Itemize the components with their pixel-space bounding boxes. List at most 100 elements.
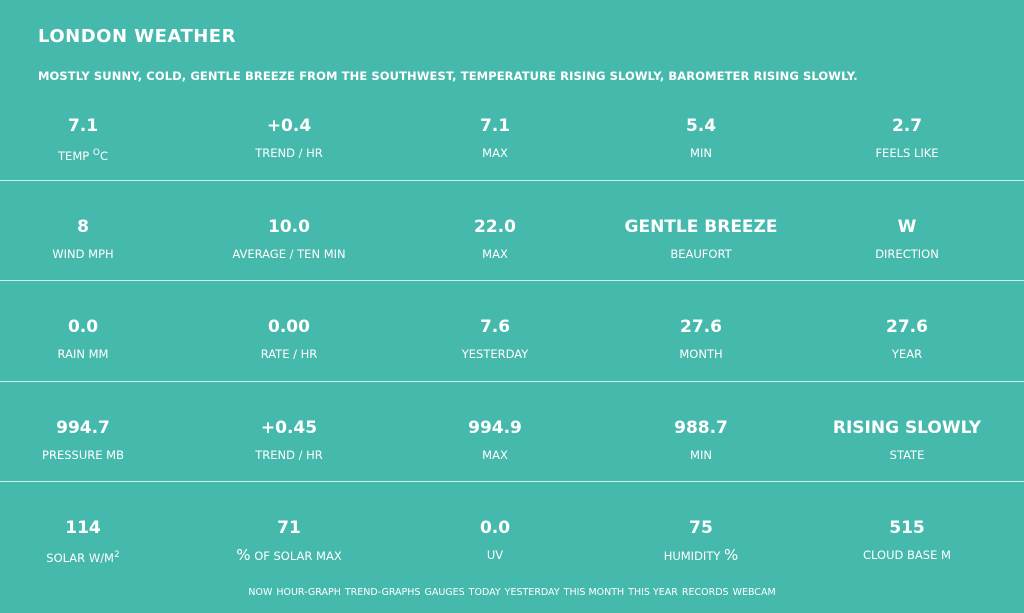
reading-cell: 10.0 AVERAGE / TEN MIN [189, 181, 389, 281]
nav-link-hour-graph[interactable]: HOUR-GRAPH [276, 587, 341, 598]
label-text: OF SOLAR MAX [254, 549, 342, 563]
reading-label: HUMIDITY % [601, 546, 801, 564]
nav-link-webcam[interactable]: WEBCAM [732, 587, 776, 598]
reading-label: DIRECTION [807, 247, 1007, 261]
reading-label: TREND / HR [189, 146, 389, 160]
label-text: RATE / HR [260, 347, 318, 361]
label-suffix: % [724, 546, 739, 564]
reading-cell: +0.4 TREND / HR [189, 80, 389, 180]
reading-value: 5.4 [685, 116, 717, 136]
label-text: TREND / HR [255, 146, 323, 160]
nav-link-today[interactable]: TODAY [468, 587, 501, 598]
reading-label: BEAUFORT [601, 247, 801, 261]
reading-cell: W DIRECTION [807, 181, 1007, 281]
reading-value: 22.0 [474, 216, 516, 237]
reading-value: 27.6 [680, 317, 722, 337]
page-title: LONDON WEATHER [38, 26, 236, 47]
reading-label: RAIN MM [0, 347, 183, 361]
label-text: STATE [889, 447, 925, 462]
reading-label: RATE / HR [189, 347, 389, 361]
nav-link-yesterday[interactable]: YESTERDAY [504, 587, 560, 598]
reading-value: 7.6 [479, 317, 511, 337]
reading-cell: 7.1 TEMP OC [0, 80, 183, 180]
reading-value: 7.1 [479, 116, 511, 136]
reading-value: 8 [77, 216, 89, 237]
reading-label: MIN [601, 448, 801, 462]
label-text: MAX [482, 447, 508, 462]
reading-label: SOLAR W/M2 [0, 548, 183, 565]
label-text: TREND / HR [255, 447, 323, 462]
reading-cell: 994.9 MAX [395, 382, 595, 482]
label-text: MAX [482, 146, 508, 160]
label-superscript: O [92, 148, 100, 158]
reading-cell: 0.0 RAIN MM [0, 281, 183, 381]
reading-cell: 7.1 MAX [395, 80, 595, 180]
weather-grid: 7.1 TEMP OC +0.4 TREND / HR 7.1 MAX 5.4 MIN 2.7 F… [0, 80, 1024, 582]
reading-label: % OF SOLAR MAX [189, 546, 389, 564]
reading-cell: 27.6 YEAR [807, 281, 1007, 381]
label-text: MIN [690, 146, 712, 160]
reading-label: MONTH [601, 347, 801, 361]
label-text: HUMIDITY [663, 549, 721, 563]
label-text: YESTERDAY [461, 347, 529, 361]
reading-cell: 994.7 PRESSURE MB [0, 382, 183, 482]
reading-label: FEELS LIKE [807, 146, 1007, 160]
label-text: AVERAGE / TEN MIN [232, 246, 346, 261]
reading-label: PRESSURE MB [0, 448, 183, 462]
solar-row: 114 SOLAR W/M2 71% OF SOLAR MAX 0.0 UV 75 HUMI… [0, 482, 1024, 582]
reading-value: +0.45 [260, 417, 318, 438]
reading-cell: 7.6 YESTERDAY [395, 281, 595, 381]
reading-cell: 114 SOLAR W/M2 [0, 482, 183, 582]
nav-link-now[interactable]: NOW [248, 587, 273, 598]
nav-link-records[interactable]: RECORDS [681, 587, 729, 598]
reading-value: +0.4 [266, 116, 312, 136]
reading-label: YEAR [807, 347, 1007, 361]
reading-value: 0.0 [479, 518, 511, 538]
label-superscript: 2 [113, 550, 120, 560]
wind-row: 8 WIND MPH 10.0 AVERAGE / TEN MIN 22.0 MAX GEN… [0, 181, 1024, 281]
reading-label: MAX [395, 448, 595, 462]
reading-value: 114 [65, 518, 101, 538]
reading-label: WIND MPH [0, 247, 183, 261]
label-text: DIRECTION [875, 246, 939, 261]
reading-label: MIN [601, 146, 801, 160]
rain-row: 0.0 RAIN MM 0.00 RATE / HR 7.6 YESTERDAY 27.6 M… [0, 281, 1024, 382]
reading-cell: 22.0 MAX [395, 181, 595, 281]
label-text: TEMP [58, 149, 90, 163]
reading-cell: GENTLE BREEZE BEAUFORT [601, 181, 801, 281]
reading-value: W [897, 216, 917, 237]
reading-value: 75 [689, 518, 713, 538]
reading-value: 71 [277, 518, 301, 538]
reading-value: 988.7 [674, 417, 728, 438]
label-text: MIN [690, 447, 712, 462]
label-text: BEAUFORT [670, 246, 732, 261]
label-text: WIND MPH [52, 246, 114, 261]
reading-cell: 988.7 MIN [601, 382, 801, 482]
label-text: MAX [482, 246, 508, 261]
reading-label: TREND / HR [189, 448, 389, 462]
reading-label: TEMP OC [0, 146, 183, 163]
reading-cell: RISING SLOWLY STATE [807, 382, 1007, 482]
reading-cell: 2.7 FEELS LIKE [807, 80, 1007, 180]
reading-cell: 8 WIND MPH [0, 181, 183, 281]
nav-link-trend-graphs[interactable]: TREND-GRAPHS [344, 587, 421, 598]
reading-label: CLOUD BASE M [807, 548, 1007, 562]
reading-cell: +0.45 TREND / HR [189, 382, 389, 482]
reading-label: MAX [395, 247, 595, 261]
reading-cell: 27.6 MONTH [601, 281, 801, 381]
nav-link-gauges[interactable]: GAUGES [424, 587, 465, 598]
reading-cell: 71% OF SOLAR MAX [189, 482, 389, 582]
label-text: CLOUD BASE M [863, 548, 951, 562]
reading-value: 994.7 [56, 417, 110, 438]
nav-link-this-month[interactable]: THIS MONTH [563, 587, 625, 598]
forecast-summary: MOSTLY SUNNY, COLD, GENTLE BREEZE FROM T… [38, 69, 858, 83]
nav-bar: NOW HOUR-GRAPH TREND-GRAPHS GAUGES TODAY YEST… [0, 587, 1024, 598]
reading-label: YESTERDAY [395, 347, 595, 361]
reading-cell: 515 CLOUD BASE M [807, 482, 1007, 582]
reading-label: MAX [395, 146, 595, 160]
label-text: FEELS LIKE [875, 146, 939, 160]
reading-label: STATE [807, 448, 1007, 462]
nav-link-this-year[interactable]: THIS YEAR [628, 587, 678, 598]
label-prefix: % [236, 546, 251, 564]
label-text: UV [486, 548, 504, 562]
